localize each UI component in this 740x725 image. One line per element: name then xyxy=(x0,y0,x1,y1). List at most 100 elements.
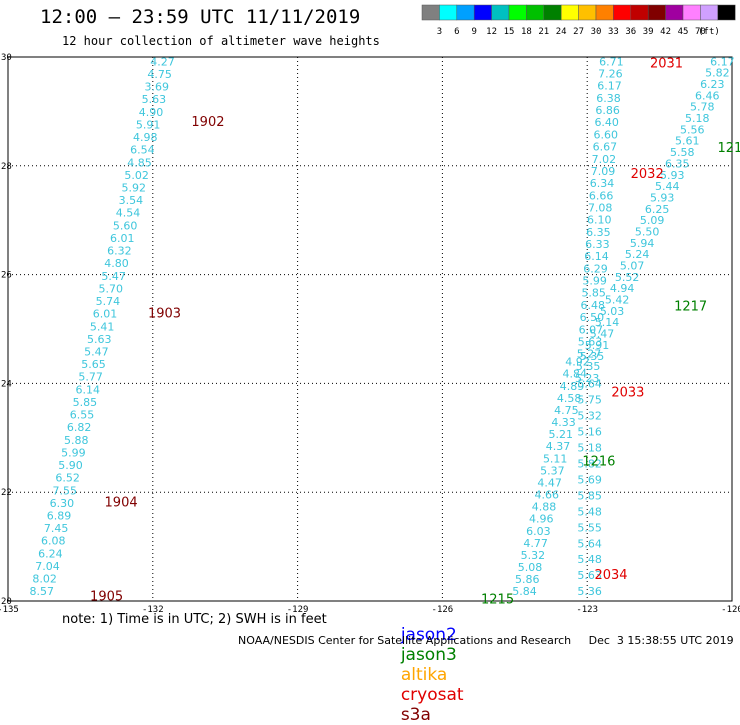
scale-tick-label: 15 xyxy=(504,27,515,37)
wave-height-value: 5.50 xyxy=(635,225,660,238)
wave-height-value: 5.37 xyxy=(540,464,565,477)
wave-height-value: 6.66 xyxy=(589,189,614,202)
scale-tick-label: 42 xyxy=(660,27,671,37)
wave-height-value: 5.11 xyxy=(543,452,568,465)
wave-height-value: 4.88 xyxy=(532,501,557,514)
pass-time-label: 2031 xyxy=(650,56,683,71)
scale-tick-label: 6 xyxy=(454,27,459,37)
wave-height-value: 5.16 xyxy=(577,425,602,438)
wave-height-value: 4.84 xyxy=(563,368,588,381)
y-tick-label: 24 xyxy=(1,379,12,389)
footer-credit: NOAA/NESDIS Center for Satellite Applica… xyxy=(238,634,734,647)
x-tick-label: -132 xyxy=(142,605,164,615)
scale-tick-label: 24 xyxy=(556,27,567,37)
scale-unit: (ft) xyxy=(698,27,720,37)
wave-height-value: 5.82 xyxy=(705,67,730,80)
y-tick-label: 20 xyxy=(1,597,12,607)
wave-height-value: 6.67 xyxy=(593,141,618,154)
scale-tick-label: 39 xyxy=(643,27,654,37)
wave-height-value: 6.35 xyxy=(586,226,611,239)
x-tick-label: -123 xyxy=(576,605,598,615)
pass-time-label: 1902 xyxy=(191,115,224,130)
wave-height-value: 4.89 xyxy=(560,380,585,393)
wave-height-value: 6.35 xyxy=(665,157,690,170)
legend-altika: altika xyxy=(400,665,448,685)
wave-height-value: 6.29 xyxy=(583,262,608,275)
wave-height-value: 5.86 xyxy=(515,573,540,586)
wave-height-value: 6.24 xyxy=(38,547,63,560)
wave-height-value: 5.90 xyxy=(58,459,83,472)
wave-height-value: 5.55 xyxy=(577,521,602,534)
wave-height-value: 4.85 xyxy=(127,156,152,169)
wave-height-value: 5.47 xyxy=(101,270,126,283)
wave-height-value: 5.23 xyxy=(575,372,600,385)
wave-height-value: 5.21 xyxy=(549,428,574,441)
wave-height-value: 6.82 xyxy=(67,421,92,434)
pass-time-label: 121 xyxy=(718,141,740,156)
wave-height-value: 6.30 xyxy=(50,497,75,510)
scale-tick-label: 70 xyxy=(695,27,706,37)
scale-tick-label: 21 xyxy=(538,27,549,37)
wave-height-value: 5.64 xyxy=(577,377,602,390)
wave-height-value: 6.07 xyxy=(579,323,604,336)
wave-height-value: 6.14 xyxy=(584,250,609,263)
wave-height-value: 6.54 xyxy=(130,144,155,157)
wave-height-value: 5.42 xyxy=(605,293,630,306)
wave-height-value: 4.58 xyxy=(557,392,582,405)
pass-time-label: 1217 xyxy=(674,300,707,315)
wave-height-value: 5.64 xyxy=(577,537,602,550)
wave-height-value: 6.01 xyxy=(110,232,135,245)
x-tick-label: -126 xyxy=(432,605,454,615)
scale-tick-label: 12 xyxy=(486,27,497,37)
wave-height-value: 7.02 xyxy=(592,153,617,166)
wave-height-value: 6.10 xyxy=(587,214,612,227)
wave-height-value: 5.60 xyxy=(113,219,138,232)
wave-height-value: 5.93 xyxy=(650,191,675,204)
wave-height-value: 6.03 xyxy=(526,525,551,538)
scale-tick-label: 33 xyxy=(608,27,619,37)
wave-height-value: 6.71 xyxy=(599,55,624,68)
wave-height-value: 4.80 xyxy=(104,257,129,270)
wave-height-value: 5.58 xyxy=(670,146,695,159)
scale-tick-label: 36 xyxy=(625,27,636,37)
wave-height-value: 8.02 xyxy=(32,573,57,586)
wave-height-value: 4.66 xyxy=(535,489,560,502)
pass-time-label: 1904 xyxy=(105,495,138,510)
color-scale: 3 6 9 12 15 18 21 24 27 30 33 36 39 42 45 70(ft) xyxy=(421,4,736,37)
wave-height-value: 5.85 xyxy=(577,489,602,502)
wave-height-value: 5.07 xyxy=(620,259,645,272)
wave-height-value: 6.38 xyxy=(596,92,621,105)
wave-height-value: 4.77 xyxy=(523,537,548,550)
wave-height-value: 5.52 xyxy=(615,271,640,284)
wave-height-value: 5.75 xyxy=(577,393,602,406)
wave-height-value: 6.25 xyxy=(645,203,670,216)
wave-height-value: 5.35 xyxy=(576,360,601,373)
page-subtitle: 12 hour collection of altimeter wave hei… xyxy=(62,34,380,48)
wave-height-value: 5.85 xyxy=(581,287,606,300)
wave-height-value: 8.57 xyxy=(30,585,55,598)
x-tick-label: -129 xyxy=(287,605,309,615)
wave-height-value: 5.02 xyxy=(124,169,149,182)
wave-height-value: 5.63 xyxy=(578,335,603,348)
wave-height-value: 5.74 xyxy=(96,295,121,308)
wave-height-value: 5.63 xyxy=(577,569,602,582)
wave-height-value: 5.18 xyxy=(685,112,710,125)
wave-height-value: 5.24 xyxy=(625,248,650,261)
wave-height-value: 6.01 xyxy=(93,308,118,321)
wave-height-value: 3.69 xyxy=(144,81,169,94)
wave-height-value: 5.99 xyxy=(582,275,607,288)
wave-height-value: 5.32 xyxy=(577,409,602,422)
wave-height-value: 4.33 xyxy=(551,416,576,429)
wave-height-map: -135 -132 -129 -126 -123 -120 20 22 24 26 28 30 4.27… xyxy=(0,53,740,615)
wave-height-value: 5.47 xyxy=(590,328,615,341)
wave-height-value: 4.92 xyxy=(565,356,590,369)
y-tick-label: 30 xyxy=(1,53,12,63)
wave-height-value: 5.63 xyxy=(142,93,167,106)
wave-height-value: 6.50 xyxy=(580,311,605,324)
scale-tick-label: 9 xyxy=(471,27,476,37)
wave-height-value: 4.75 xyxy=(147,68,172,81)
wave-height-value: 5.32 xyxy=(521,549,546,562)
wave-height-value: 7.09 xyxy=(591,165,616,178)
wave-height-value: 5.94 xyxy=(630,237,655,250)
legend-jason2: jason2 xyxy=(400,625,457,645)
